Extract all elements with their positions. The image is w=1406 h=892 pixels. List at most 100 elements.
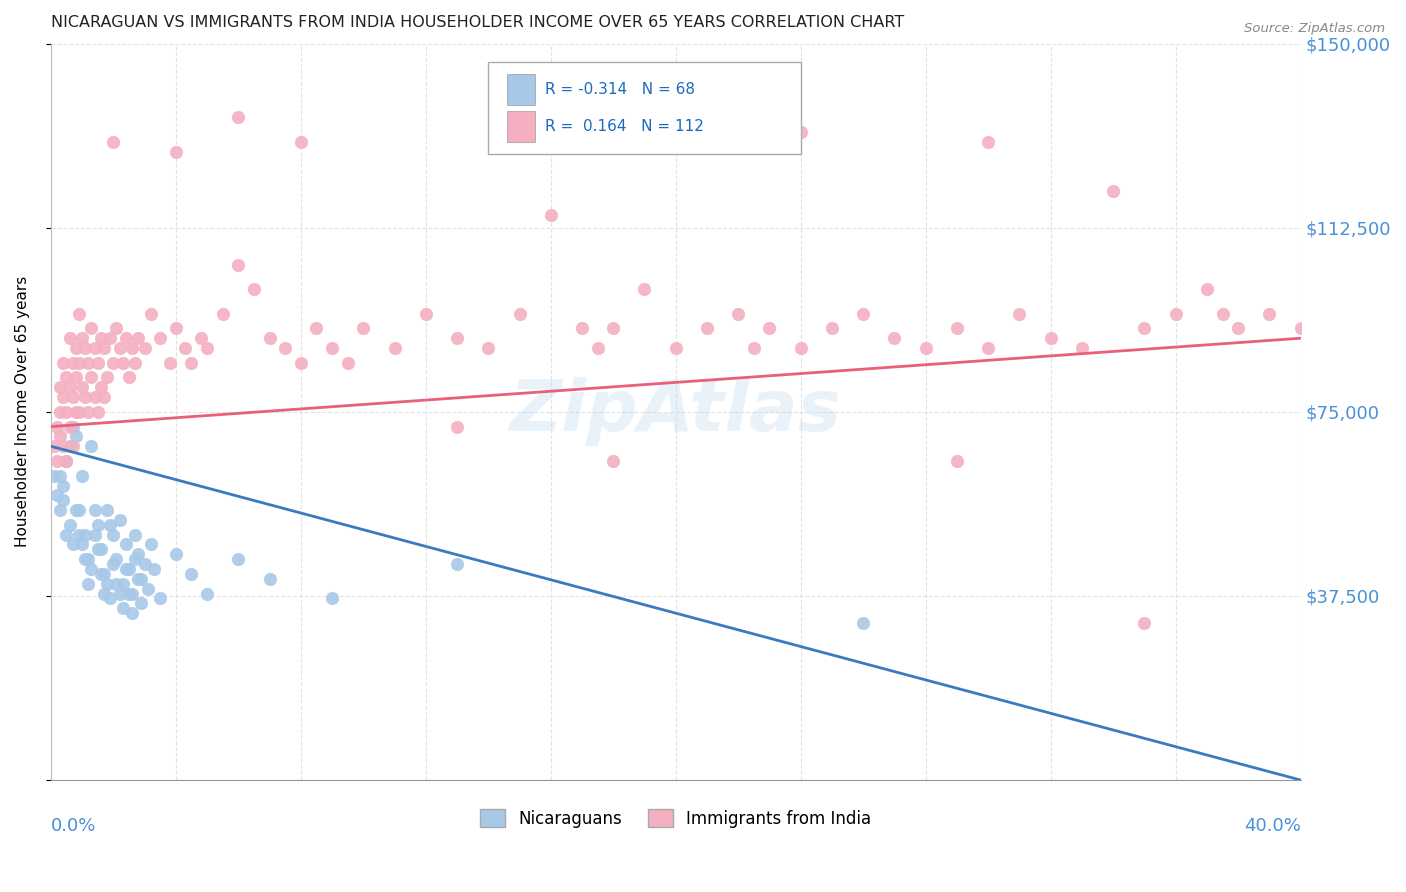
Point [134, 557, 156, 571]
Point [1008, 307, 1031, 321]
Point [1071, 341, 1094, 355]
Point [83, 390, 105, 404]
Point [86, 356, 108, 370]
Point [696, 321, 718, 335]
Point [49, 468, 72, 483]
Point [96, 503, 118, 517]
Point [758, 321, 780, 335]
Point [105, 321, 128, 335]
Point [111, 601, 134, 615]
Point [1289, 321, 1312, 335]
Point [70, 331, 93, 345]
Point [914, 341, 936, 355]
Point [121, 586, 143, 600]
Point [75, 527, 97, 541]
Point [67, 503, 90, 517]
Point [90, 542, 112, 557]
Point [80, 562, 103, 576]
Point [226, 111, 249, 125]
Point [1102, 184, 1125, 198]
Point [274, 341, 297, 355]
Point [80, 439, 103, 453]
Point [195, 341, 218, 355]
Point [118, 370, 141, 384]
Point [52, 356, 75, 370]
Y-axis label: Householder Income Over 65 years: Householder Income Over 65 years [15, 277, 30, 548]
Point [124, 527, 146, 541]
Point [67, 527, 90, 541]
Point [211, 307, 233, 321]
Point [946, 321, 969, 335]
Point [49, 405, 72, 419]
Point [118, 562, 141, 576]
Point [65, 370, 87, 384]
Point [852, 615, 875, 630]
Point [93, 566, 115, 581]
Point [55, 370, 77, 384]
Point [83, 503, 105, 517]
Point [90, 331, 112, 345]
Text: 0.0%: 0.0% [51, 817, 96, 835]
Point [139, 537, 162, 551]
Point [321, 341, 343, 355]
Text: NICARAGUAN VS IMMIGRANTS FROM INDIA HOUSEHOLDER INCOME OVER 65 YEARS CORRELATION: NICARAGUAN VS IMMIGRANTS FROM INDIA HOUS… [51, 15, 904, 30]
Point [789, 125, 811, 139]
Point [165, 321, 187, 335]
Point [55, 527, 77, 541]
Text: 40.0%: 40.0% [1244, 817, 1301, 835]
Point [65, 341, 87, 355]
Point [46, 454, 69, 468]
Point [259, 572, 281, 586]
Point [103, 135, 125, 149]
Point [142, 562, 165, 576]
Point [131, 572, 153, 586]
Point [852, 307, 875, 321]
Point [190, 331, 212, 345]
Legend: Nicaraguans, Immigrants from India: Nicaraguans, Immigrants from India [474, 803, 877, 834]
Point [108, 341, 131, 355]
Point [1164, 307, 1187, 321]
Point [42, 468, 65, 483]
Point [58, 439, 80, 453]
Point [305, 321, 328, 335]
Point [77, 576, 100, 591]
Point [65, 429, 87, 443]
Point [77, 552, 100, 566]
Point [93, 390, 115, 404]
Point [111, 356, 134, 370]
Point [42, 439, 65, 453]
Point [93, 586, 115, 600]
Text: R = -0.314   N = 68: R = -0.314 N = 68 [544, 82, 695, 97]
Point [127, 547, 149, 561]
Point [46, 488, 69, 502]
Point [75, 341, 97, 355]
Point [165, 547, 187, 561]
Point [336, 356, 359, 370]
Point [259, 331, 281, 345]
Point [98, 591, 121, 606]
Point [127, 572, 149, 586]
Point [1258, 307, 1281, 321]
Point [86, 517, 108, 532]
Point [226, 552, 249, 566]
Text: R =  0.164   N = 112: R = 0.164 N = 112 [544, 119, 703, 134]
Point [111, 576, 134, 591]
FancyBboxPatch shape [488, 62, 800, 154]
Point [131, 596, 153, 610]
Point [742, 341, 765, 355]
Point [58, 380, 80, 394]
Point [55, 405, 77, 419]
Point [165, 145, 187, 159]
Text: ZipAtlas: ZipAtlas [510, 377, 842, 446]
Point [52, 439, 75, 453]
Point [49, 429, 72, 443]
Point [67, 307, 90, 321]
Point [290, 356, 312, 370]
Point [65, 503, 87, 517]
Point [86, 405, 108, 419]
Point [75, 390, 97, 404]
Point [446, 419, 468, 434]
Point [86, 542, 108, 557]
Point [243, 282, 266, 296]
Point [540, 209, 562, 223]
